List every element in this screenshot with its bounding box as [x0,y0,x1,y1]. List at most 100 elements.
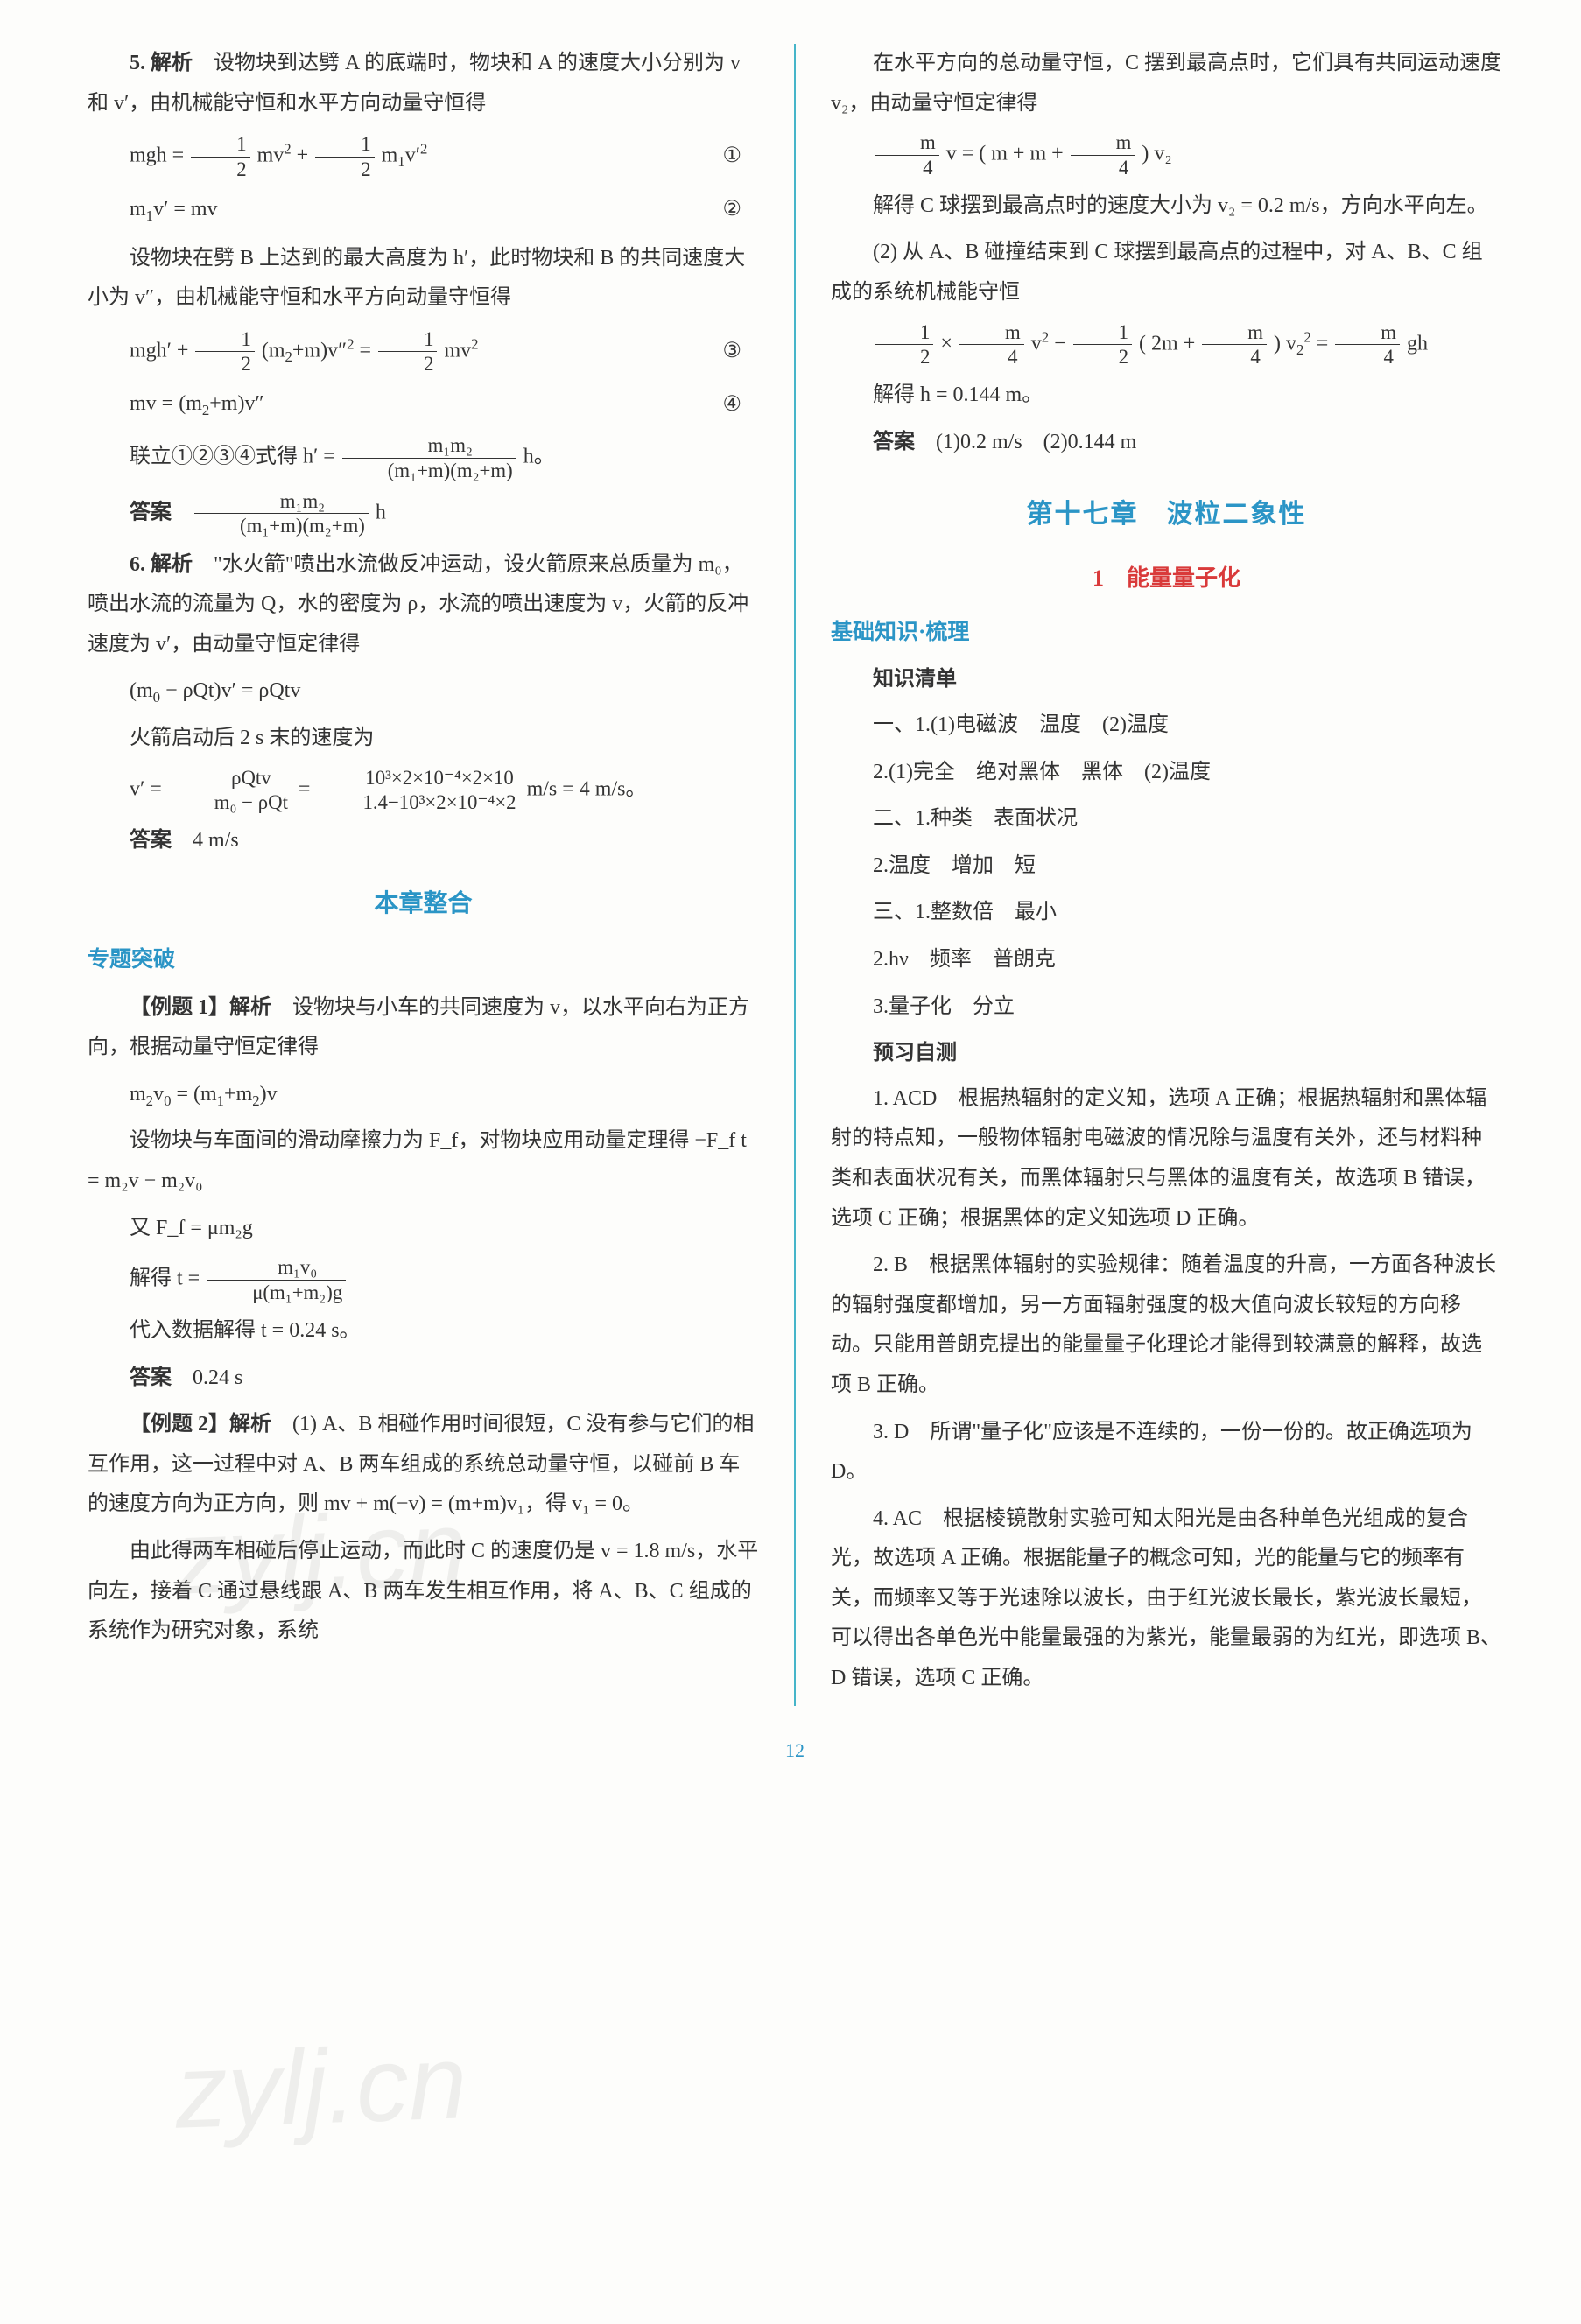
q5-eq4: mv = (m2+m)v″ ④ [88,384,759,425]
item-4: 2.温度 增加 短 [831,846,1502,887]
section-title-integrate: 本章整合 [88,881,759,927]
cont-eq1d2: 4 [1071,156,1135,179]
cont-t3: (2) 从 A、B 碰撞结束到 C 球摆到最高点的过程中，对 A、B、C 组成的… [831,233,1502,312]
ex2-line1: 【例题 2】解析 (1) A、B 相碰作用时间很短，C 没有参与它们的相互作用，… [88,1405,759,1525]
ex1-t4: 解得 t = m₁v₀μ(m₁+m₂)g [88,1255,759,1304]
base-knowledge-title: 基础知识·梳理 [831,612,1502,654]
q6-ans: 4 m/s [193,829,239,852]
q5-ans-label: 答案 [130,501,172,523]
q5-ans-den: (m₁+m)(m₂+m) [194,514,369,537]
q5-eq3-body: mgh′ + 12 (m2+m)v″2 = 12 mv2 [88,327,479,376]
item-5: 三、1.整数倍 最小 [831,893,1502,933]
cont-eq1b: v = ( m + m + [941,143,1069,165]
ex1-t4n: m₁v₀ [207,1255,346,1280]
q6-head: 6. 解析 [130,553,193,576]
q5-eq1-body: mgh = 12 mv2 + 12 m1v′2 [88,132,427,181]
ex1-t4a: 解得 t = [130,1267,205,1290]
item-1: 一、1.(1)电磁波 温度 (2)温度 [831,706,1502,746]
page-container: 5. 解析 设物块到达劈 A 的底端时，物块和 A 的速度大小分别为 v 和 v… [88,44,1502,1706]
q6-ans-label: 答案 [130,829,172,852]
q5-eq4-no: ④ [680,385,759,425]
ex1-t2: 设物块与车面间的滑动摩擦力为 F_f，对物块应用动量定理得 −F_f t = m… [88,1121,759,1201]
cont-eq2n3: m [1335,320,1400,345]
cont-t1: 在水平方向的总动量守恒，C 摆到最高点时，它们具有共同运动速度 v₂，由动量守恒… [831,44,1502,123]
ex1-answer: 答案 0.24 s [88,1359,759,1399]
cont-t2: 解得 C 球摆到最高点时的速度大小为 v₂ = 0.2 m/s，方向水平向左。 [831,186,1502,227]
ex2-t2: 由此得两车相碰后停止运动，而此时 C 的速度仍是 v = 1.8 m/s，水平向… [88,1532,759,1652]
q5-line1: 5. 解析 设物块到达劈 A 的底端时，物块和 A 的速度大小分别为 v 和 v… [88,44,759,123]
q5-eq4-body: mv = (m2+m)v″ [88,384,264,425]
q5-eq2-body: m1v′ = mv [88,190,218,230]
item-6: 2.hν 频率 普朗克 [831,940,1502,980]
q5-eq1: mgh = 12 mv2 + 12 m1v′2 ① [88,132,759,181]
ex1-t5: 代入数据解得 t = 0.24 s。 [88,1311,759,1352]
cont-ans-label: 答案 [873,431,915,453]
q5-eq3-no: ③ [680,332,759,372]
topic-breakthrough: 专题突破 [88,939,759,981]
cont-eq1c: ) v₂ [1136,143,1171,165]
yuxi-title: 预习自测 [831,1034,1502,1074]
cont-eq2n2: m [1202,320,1267,345]
q6-t2: 火箭启动后 2 s 末的速度为 [88,719,759,759]
cont-t4: 解得 h = 0.144 m。 [831,376,1502,416]
answer-1: 1. ACD 根据热辐射的定义知，选项 A 正确；根据热辐射和黑体辐射的特点知，… [831,1079,1502,1239]
ex1-eq1: m2v0 = (m1+m2)v [88,1075,759,1115]
q6-line1: 6. 解析 "水火箭"喷出水流做反冲运动，设火箭原来总质量为 m₀，喷出水流的流… [88,545,759,665]
q5-head: 5. 解析 [130,52,193,74]
answer-2: 2. B 根据黑体辐射的实验规律：随着温度的升高，一方面各种波长的辐射强度都增加… [831,1246,1502,1405]
ex1-ans: 0.24 s [193,1366,242,1389]
cont-eq1d: 4 [875,156,939,179]
ex2-head: 【例题 2】解析 [130,1413,271,1436]
q5-eq3: mgh′ + 12 (m2+m)v″2 = 12 mv2 ③ [88,327,759,376]
q5-ans-tail: h [370,501,386,523]
ex1-head: 【例题 1】解析 [130,996,271,1019]
cont-eq2d2: 4 [1202,345,1267,369]
q5-t2: 设物块在劈 B 上达到的最大高度为 h′，此时物块和 B 的共同速度大小为 v″… [88,239,759,319]
cont-eq1n: m [875,130,939,155]
cont-eq2d1: 4 [959,345,1024,369]
q6-eq2b: m/s = 4 m/s。 [522,777,647,800]
q5-t3b: h。 [518,446,555,468]
q5-eq1-no: ① [680,137,759,177]
cont-eq1n2: m [1071,130,1135,155]
q6-answer: 答案 4 m/s [88,821,759,861]
q5-ans-num: m₁m₂ [194,489,369,514]
chapter-17-title: 第十七章 波粒二象性 [831,489,1502,539]
answer-4: 4. AC 根据棱镜散射实验可知太阳光是由各种单色光组成的复合光，故选项 A 正… [831,1499,1502,1699]
column-divider [794,44,796,1706]
ex1-line1: 【例题 1】解析 设物块与小车的共同速度为 v，以水平向右为正方向，根据动量守恒… [88,988,759,1068]
item-2: 2.(1)完全 绝对黑体 黑体 (2)温度 [831,753,1502,793]
right-column: 在水平方向的总动量守恒，C 摆到最高点时，它们具有共同运动速度 v₂，由动量守恒… [831,44,1502,1706]
item-7: 3.量子化 分立 [831,987,1502,1028]
cont-ans: (1)0.2 m/s (2)0.144 m [936,431,1136,453]
q6-eq1: (m0 − ρQt)v′ = ρQtv [88,671,759,712]
q5-frac-den: (m₁+m)(m₂+m) [342,459,516,482]
q5-t3: 联立①②③④式得 h′ = m₁m₂(m₁+m)(m₂+m) h。 [88,433,759,482]
cont-eq2d3: 4 [1335,345,1400,369]
q5-frac-num: m₁m₂ [342,433,516,458]
ex1-t3: 又 F_f = μm₂g [88,1209,759,1249]
q6-eq2a: v′ = [130,777,167,800]
ex1-ans-label: 答案 [130,1366,172,1389]
q5-eq2-no: ② [680,190,759,230]
q6-eq2d2: 1.4−10³×2×10⁻⁴×2 [317,790,519,814]
q5-answer: 答案 m₁m₂(m₁+m)(m₂+m) h [88,489,759,538]
page-number: 12 [88,1732,1502,1769]
answer-3: 3. D 所谓"量子化"应该是不连续的，一份一份的。故正确选项为 D。 [831,1413,1502,1492]
cont-eq1: m4 v = ( m + m + m4 ) v₂ [831,130,1502,179]
q6-eq2n1: ρQtv [169,766,292,790]
cont-eq2n1: m [959,320,1024,345]
watermark-2: zylj.cn [172,1982,470,2191]
cont-answer: 答案 (1)0.2 m/s (2)0.144 m [831,423,1502,463]
section-1-title: 1 能量量子化 [831,557,1502,600]
q6-eq2d1: m₀ − ρQt [169,790,292,814]
q5-eq2: m1v′ = mv ② [88,190,759,230]
cont-eq2: 12 × m4 v2 − 12 ( 2m + m4 ) v22 = m4 gh [831,320,1502,369]
q6-eq2m: = [293,777,316,800]
q6-eq2: v′ = ρQtvm₀ − ρQt = 10³×2×10⁻⁴×2×101.4−1… [88,766,759,815]
item-3: 二、1.种类 表面状况 [831,799,1502,839]
ex1-t4d: μ(m₁+m₂)g [207,1281,346,1304]
q5-t3a: 联立①②③④式得 h′ = [130,446,341,468]
left-column: 5. 解析 设物块到达劈 A 的底端时，物块和 A 的速度大小分别为 v 和 v… [88,44,759,1706]
q6-eq2n2: 10³×2×10⁻⁴×2×10 [317,766,519,790]
